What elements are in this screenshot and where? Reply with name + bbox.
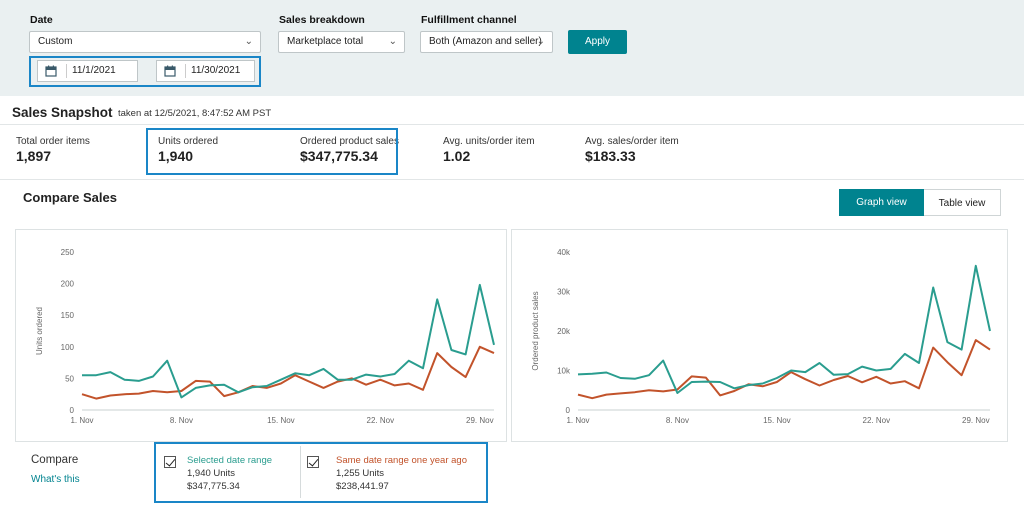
metric-label: Units ordered xyxy=(158,136,219,147)
x-tick-label: 15. Nov xyxy=(763,416,791,425)
snapshot-timestamp: taken at 12/5/2021, 8:47:52 AM PST xyxy=(118,108,272,119)
previous-range-units: 1,255 Units xyxy=(336,468,385,479)
chevron-down-icon: ⌄ xyxy=(244,36,253,47)
previous-range-sales: $238,441.97 xyxy=(336,481,389,492)
series-line xyxy=(577,339,991,400)
metric-label: Total order items xyxy=(16,136,90,147)
metric-units-ordered: Units ordered 1,940 xyxy=(158,136,218,164)
y-tick-label: 150 xyxy=(61,311,75,320)
field-divider xyxy=(66,64,67,78)
y-tick-label: 0 xyxy=(566,406,571,415)
x-tick-label: 29. Nov xyxy=(466,416,494,425)
metric-label: Avg. sales/order item xyxy=(585,136,679,147)
fulfillment-channel-select[interactable]: Both (Amazon and seller) ⌄ xyxy=(420,31,553,53)
calendar-icon[interactable] xyxy=(45,65,57,77)
compare-highlight xyxy=(154,442,488,503)
y-tick-label: 250 xyxy=(61,248,75,257)
metric-value: $183.33 xyxy=(585,148,636,164)
selected-range-checkbox[interactable] xyxy=(164,456,176,468)
date-label: Date xyxy=(30,14,53,26)
units-ordered-chart-svg: 0 50 100 150 200 250 1. Nov 8. Nov 15. Nov 22. No… xyxy=(35,248,495,425)
y-axis-label: Units ordered xyxy=(35,307,44,355)
metrics-highlight xyxy=(146,128,398,175)
previous-range-label: Same date range one year ago xyxy=(336,455,467,466)
divider xyxy=(300,446,301,498)
chevron-down-icon: ⌄ xyxy=(536,36,545,47)
whats-this-link[interactable]: What's this xyxy=(31,474,80,485)
metric-total-order-items: Total order items 1,897 xyxy=(16,136,90,164)
fulfillment-channel-value: Both (Amazon and seller) xyxy=(429,36,542,47)
y-tick-label: 20k xyxy=(557,327,571,336)
metric-value: $347,775.34 xyxy=(300,148,378,164)
y-tick-label: 10k xyxy=(557,367,571,376)
units-ordered-chart: 0 50 100 150 200 250 1. Nov 8. Nov 15. Nov 22. No… xyxy=(15,229,507,442)
product-sales-chart: 0 10k 20k 30k 40k 1. Nov 8. Nov 15. Nov 22. Nov 2… xyxy=(511,229,1008,442)
y-tick-label: 50 xyxy=(65,374,74,383)
x-tick-label: 8. Nov xyxy=(170,416,193,425)
y-axis-label: Ordered product sales xyxy=(531,291,540,370)
date-range-select[interactable]: Custom ⌄ xyxy=(29,31,261,53)
calendar-icon[interactable] xyxy=(164,65,176,77)
x-tick-label: 15. Nov xyxy=(267,416,295,425)
y-tick-label: 100 xyxy=(61,343,75,352)
x-tick-label: 29. Nov xyxy=(962,416,990,425)
y-tick-label: 0 xyxy=(70,406,75,415)
selected-range-legend: Selected date range 1,940 Units $347,775… xyxy=(187,454,272,493)
fulfillment-channel-label: Fulfillment channel xyxy=(421,14,517,26)
metric-ordered-product-sales: Ordered product sales $347,775.34 xyxy=(300,136,399,164)
compare-label: Compare xyxy=(31,454,79,466)
metric-label: Ordered product sales xyxy=(300,136,399,147)
metric-value: 1.02 xyxy=(443,148,471,164)
start-date-field[interactable]: 11/1/2021 xyxy=(37,60,138,82)
previous-range-checkbox[interactable] xyxy=(307,456,319,468)
x-tick-label: 1. Nov xyxy=(566,416,589,425)
compare-sales-title: Compare Sales xyxy=(23,190,117,205)
metric-label: Avg. units/order item xyxy=(443,136,535,147)
date-range-value: Custom xyxy=(38,36,73,47)
end-date-field[interactable]: 11/30/2021 xyxy=(156,60,255,82)
metric-avg-sales: Avg. sales/order item $183.33 xyxy=(585,136,679,164)
series-line xyxy=(81,345,495,400)
previous-range-legend: Same date range one year ago 1,255 Units… xyxy=(336,454,467,493)
sales-breakdown-value: Marketplace total xyxy=(287,36,364,47)
y-tick-label: 30k xyxy=(557,288,571,297)
sales-breakdown-label: Sales breakdown xyxy=(279,14,365,26)
series-line xyxy=(82,283,495,399)
x-tick-label: 8. Nov xyxy=(666,416,689,425)
x-tick-label: 22. Nov xyxy=(863,416,891,425)
table-view-button[interactable]: Table view xyxy=(924,189,1001,216)
sales-snapshot-title: Sales Snapshot xyxy=(12,105,113,120)
metric-avg-units: Avg. units/order item 1.02 xyxy=(443,136,535,164)
date-fields-highlight xyxy=(29,56,261,87)
selected-range-units: 1,940 Units xyxy=(187,468,236,479)
x-tick-label: 1. Nov xyxy=(70,416,93,425)
sales-breakdown-select[interactable]: Marketplace total ⌄ xyxy=(278,31,405,53)
series-line xyxy=(577,264,991,394)
start-date-value: 11/1/2021 xyxy=(72,65,116,76)
compare-sales-panel xyxy=(0,179,1024,515)
product-sales-chart-svg: 0 10k 20k 30k 40k 1. Nov 8. Nov 15. Nov 22. Nov 2… xyxy=(531,248,991,425)
selected-range-sales: $347,775.34 xyxy=(187,481,240,492)
metric-value: 1,897 xyxy=(16,148,52,164)
divider xyxy=(0,124,1024,125)
field-divider xyxy=(185,64,186,78)
end-date-value: 11/30/2021 xyxy=(191,65,241,76)
y-tick-label: 40k xyxy=(557,248,571,257)
apply-button[interactable]: Apply xyxy=(568,30,627,54)
y-tick-label: 200 xyxy=(61,280,75,289)
x-tick-label: 22. Nov xyxy=(367,416,395,425)
graph-view-button[interactable]: Graph view xyxy=(839,189,924,216)
chevron-down-icon: ⌄ xyxy=(388,36,397,47)
metric-value: 1,940 xyxy=(158,148,194,164)
selected-range-label: Selected date range xyxy=(187,455,273,466)
